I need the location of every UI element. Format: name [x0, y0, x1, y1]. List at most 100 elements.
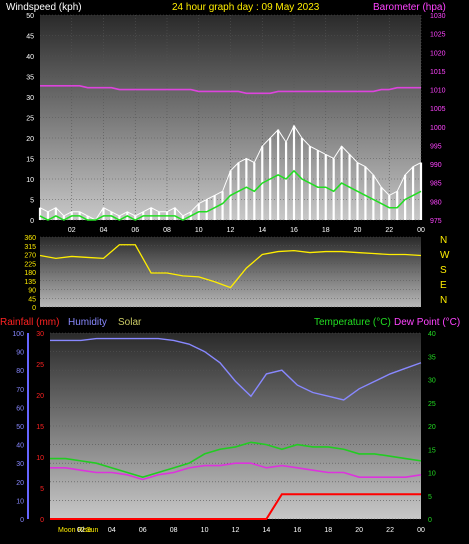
y2-tick-label: 975 — [430, 218, 442, 225]
temperature-label: Temperature (°C) — [314, 317, 391, 328]
y-tick-label: 10 — [26, 177, 34, 184]
temp-tick-label: 30 — [428, 378, 436, 385]
temp-tick-label: 0 — [428, 517, 432, 524]
temp-tick-label: 5 — [428, 494, 432, 501]
x-tick-label: 22 — [385, 227, 393, 234]
x-tick-label: 08 — [170, 527, 178, 534]
y-tick-label: 30 — [26, 95, 34, 102]
x-tick-label: 06 — [139, 527, 147, 534]
moon-rise-label: Moon Rise — [58, 527, 92, 534]
x-tick-label: 08 — [163, 227, 171, 234]
temp-tick-label: 15 — [428, 447, 436, 454]
dir-tick-label: 0 — [32, 305, 36, 312]
rain-tick-label: 20 — [36, 393, 44, 400]
humidity-tick-label: 60 — [16, 405, 24, 412]
direction-grid — [40, 236, 421, 308]
temp-series — [50, 337, 422, 520]
x-tick-label: 00 — [417, 227, 425, 234]
dewpoint-label: Dew Point (°C) — [394, 317, 460, 328]
x-tick-label: 02 — [77, 527, 85, 534]
direction-line — [39, 244, 422, 289]
y2-tick-label: 1030 — [430, 13, 446, 20]
y2-tick-label: 1020 — [430, 50, 446, 57]
humidity-tick-label: 0 — [20, 517, 24, 524]
dir-tick-label: 315 — [24, 244, 36, 251]
y-tick-label: 5 — [30, 198, 34, 205]
solar-label: Solar — [118, 317, 142, 328]
chart-title: 24 hour graph day : 09 May 2023 — [172, 2, 320, 13]
barometer-axis: 975 980 985 990 995 1000 1005 1010 1015 1020 1025 1… — [430, 13, 446, 225]
humidity-label: Humidity — [68, 317, 107, 328]
rain-tick-label: 10 — [36, 455, 44, 462]
humidity-tick-label: 20 — [16, 480, 24, 487]
y2-tick-label: 995 — [430, 143, 442, 150]
x-tick-label: 00 — [417, 527, 425, 534]
y-tick-label: 50 — [26, 13, 34, 20]
gust-line — [39, 124, 422, 221]
humidity-line — [50, 337, 422, 401]
y2-tick-label: 1010 — [430, 88, 446, 95]
humidity-tick-label: 50 — [16, 424, 24, 431]
y-tick-label: 20 — [26, 136, 34, 143]
x-tick-label: 10 — [201, 527, 209, 534]
y2-tick-label: 980 — [430, 199, 442, 206]
dir-tick-label: 135 — [24, 279, 36, 286]
x-tick-label: 16 — [290, 227, 298, 234]
x-tick-label: 14 — [258, 227, 266, 234]
rain-tick-label: 0 — [40, 517, 44, 524]
x-tick-label: 06 — [131, 227, 139, 234]
dewpoint-line — [50, 462, 422, 481]
y2-tick-label: 1025 — [430, 32, 446, 39]
temp-tick-label: 10 — [428, 471, 436, 478]
compass-letter: N — [440, 235, 447, 246]
compass-letter: W — [440, 250, 450, 261]
x-tick-label: 10 — [195, 227, 203, 234]
dir-tick-label: 270 — [24, 253, 36, 260]
x-tick-label: 20 — [354, 227, 362, 234]
rain-line — [50, 493, 421, 520]
y2-tick-label: 1005 — [430, 106, 446, 113]
humidity-tick-label: 100 — [12, 331, 24, 338]
temp-x-axis: 02 04 06 08 10 12 14 16 18 20 22 00 — [77, 527, 425, 534]
y2-tick-label: 1015 — [430, 69, 446, 76]
x-tick-label: 18 — [322, 227, 330, 234]
compass-letter: N — [440, 295, 447, 306]
x-tick-label: 04 — [100, 227, 108, 234]
sun-label: Sun — [86, 527, 99, 534]
y-tick-label: 40 — [26, 54, 34, 61]
humidity-tick-label: 80 — [16, 368, 24, 375]
rain-tick-label: 25 — [36, 362, 44, 369]
temp-tick-label: 20 — [428, 424, 436, 431]
avg-wind-line — [39, 169, 422, 221]
temp-tick-label: 40 — [428, 331, 436, 338]
barometer-label: Barometer (hpa) — [373, 2, 446, 13]
humidity-tick-label: 40 — [16, 443, 24, 450]
temp-axes: 0 10 20 30 40 50 60 70 80 90 100 0 5 10 15 20 25 30 0 5 10 15… — [12, 331, 436, 524]
y2-tick-label: 990 — [430, 162, 442, 169]
wind-series — [38, 85, 423, 221]
dir-tick-label: 360 — [24, 235, 36, 242]
x-tick-label: 02 — [68, 227, 76, 234]
temp-tick-label: 25 — [428, 401, 436, 408]
rain-tick-label: 30 — [36, 331, 44, 338]
wind-left-axis: 0 5 10 15 20 25 30 35 40 45 50 — [26, 13, 34, 225]
x-tick-label: 20 — [355, 527, 363, 534]
rain-tick-label: 15 — [36, 424, 44, 431]
compass-letter: E — [440, 280, 447, 291]
y2-tick-label: 1000 — [430, 125, 446, 132]
x-tick-label: 14 — [263, 527, 271, 534]
humidity-tick-label: 70 — [16, 387, 24, 394]
y-tick-label: 25 — [26, 116, 34, 123]
humidity-tick-label: 30 — [16, 461, 24, 468]
x-tick-label: 12 — [232, 527, 240, 534]
x-tick-label: 12 — [227, 227, 235, 234]
temp-tick-label: 35 — [428, 354, 436, 361]
y-tick-label: 45 — [26, 34, 34, 41]
humidity-tick-label: 10 — [16, 498, 24, 505]
wind-x-axis: 02 04 06 08 10 12 14 16 18 20 22 00 — [68, 227, 425, 234]
y2-tick-label: 985 — [430, 181, 442, 188]
humidity-tick-label: 90 — [16, 350, 24, 357]
y-tick-label: 35 — [26, 75, 34, 82]
